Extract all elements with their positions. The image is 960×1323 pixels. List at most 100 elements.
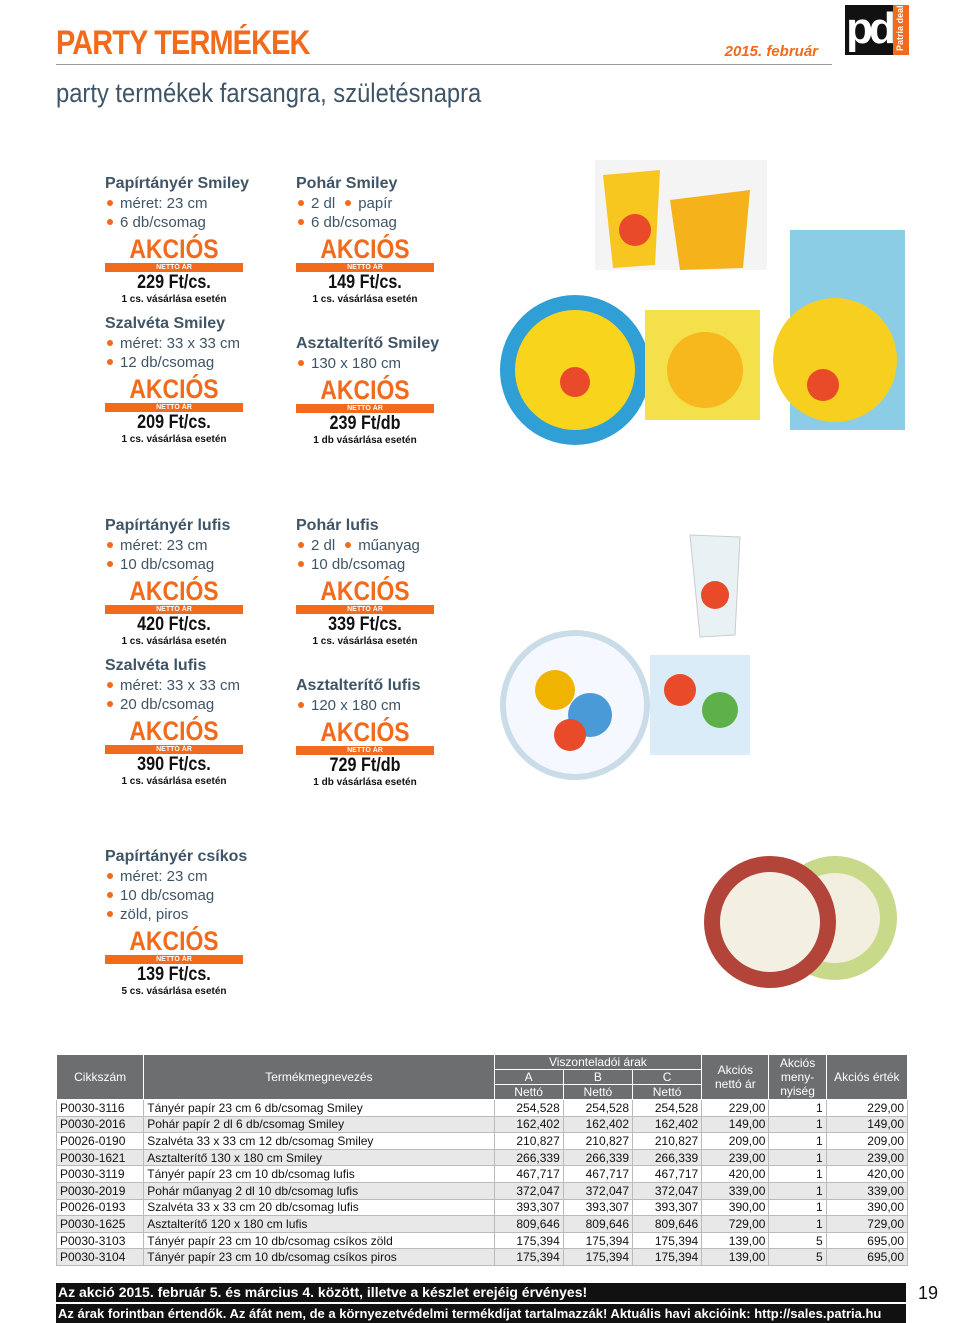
table-cell: 420,00 — [825, 1165, 909, 1183]
badge-label: AKCIÓS — [129, 234, 219, 264]
bullet: zöld, piros — [105, 906, 188, 923]
table-cell: P0030-2016 — [55, 1115, 145, 1134]
bullet-row: 20 db/csomag — [105, 696, 275, 715]
table-cell: 695,00 — [825, 1231, 909, 1250]
table-cell: 254,528 — [562, 1099, 634, 1117]
price: 239 Ft/db — [329, 413, 401, 434]
bullet: 130 x 180 cm — [296, 355, 401, 372]
bullet-row: 2 dl műanyag — [296, 537, 466, 556]
validity-note: Az akció 2015. február 5. és március 4. … — [56, 1283, 906, 1302]
badge-sub: NETTÓ ÁR — [105, 745, 243, 754]
table-cell: 239,00 — [825, 1148, 909, 1167]
balloon — [535, 670, 575, 710]
table-cell: 339,00 — [701, 1181, 770, 1200]
price-table: Cikkszám Termékmegnevezés Viszonteladói … — [55, 1054, 909, 1266]
price-col-header: A — [493, 1069, 564, 1085]
table-cell: 1 — [768, 1099, 827, 1117]
issue-date: 2015. február — [724, 43, 818, 60]
table-row: P0030-3104 Tányér papír 23 cm 10 db/csoma… — [55, 1248, 909, 1266]
table-cell: 254,528 — [631, 1099, 703, 1117]
logo-brand: Patria deal — [893, 5, 909, 55]
table-cell: 209,00 — [825, 1132, 909, 1150]
table-cell: 809,646 — [631, 1215, 703, 1233]
logo-brand-text: Patria deal — [895, 5, 905, 51]
balloon — [664, 674, 696, 706]
badge-label: AKCIÓS — [320, 717, 410, 747]
page-number: 19 — [918, 1283, 939, 1303]
table-cell: 1 — [768, 1132, 827, 1150]
price-col-sub: Nettó — [631, 1084, 703, 1100]
tablecloth-nose — [807, 369, 839, 401]
bullet: 2 dl — [296, 195, 335, 212]
table-cell: 162,402 — [493, 1115, 564, 1134]
bullet-row: 2 dl papír — [296, 195, 466, 214]
table-cell: 162,402 — [562, 1115, 634, 1134]
price-badge: AKCIÓS NETTÓ ÁR 229 Ft/cs. 1 cs. vásárlása … — [105, 236, 243, 306]
table-cell: 139,00 — [701, 1231, 770, 1250]
price-col-header: B — [562, 1069, 634, 1085]
table-cell: 1 — [768, 1165, 827, 1183]
table-cell: Tányér papír 23 cm 10 db/csomag csíkos z… — [143, 1231, 495, 1250]
bullet: méret: 33 x 33 cm — [105, 677, 240, 694]
balloon — [701, 581, 729, 609]
table-cell: 266,339 — [631, 1148, 703, 1167]
table-cell: 149,00 — [825, 1115, 909, 1134]
table-cell: 809,646 — [562, 1215, 634, 1233]
badge-sub: NETTÓ ÁR — [296, 404, 434, 413]
table-cell: Tányér papír 23 cm 10 db/csomag lufis — [143, 1165, 495, 1183]
header-rule — [56, 64, 832, 65]
price: 229 Ft/cs. — [137, 272, 211, 293]
product-name: Papírtányér csíkos — [105, 848, 248, 865]
badge-label: AKCIÓS — [129, 576, 219, 606]
price-col-header: C — [631, 1069, 703, 1085]
price-badge: AKCIÓS NETTÓ ÁR 209 Ft/cs. 1 cs. vásárlása … — [105, 376, 243, 446]
table-row: P0030-2016 Pohár papír 2 dl 6 db/csomag S… — [55, 1115, 909, 1134]
bullet: 10 db/csomag — [296, 556, 405, 573]
bullet-row: 10 db/csomag — [105, 887, 275, 906]
striped-plate-photo — [704, 856, 897, 988]
price-note: 1 cs. vásárlása esetén — [121, 294, 227, 305]
table-cell: 210,827 — [562, 1132, 634, 1150]
table-cell: 229,00 — [701, 1099, 770, 1117]
badge-label: AKCIÓS — [129, 926, 219, 956]
bullet: 6 db/csomag — [105, 214, 206, 231]
bullet-row: 130 x 180 cm — [296, 355, 466, 374]
table-cell: Tányér papír 23 cm 6 db/csomag Smiley — [143, 1099, 495, 1117]
price-badge: AKCIÓS NETTÓ ÁR 729 Ft/db 1 db vásárlása es… — [296, 719, 434, 789]
product: Papírtányér Smiley méret: 23 cm 6 db/csoma… — [105, 175, 275, 306]
badge-sub: NETTÓ ÁR — [105, 955, 243, 964]
balloon — [702, 692, 738, 728]
table-cell: 1 — [768, 1181, 827, 1200]
table-cell: 175,394 — [631, 1248, 703, 1266]
plate-red-center — [720, 872, 820, 972]
price: 209 Ft/cs. — [137, 412, 211, 433]
badge-label: AKCIÓS — [129, 374, 219, 404]
bullet: 120 x 180 cm — [296, 697, 401, 714]
napkin-face — [667, 332, 743, 408]
table-cell: 1 — [768, 1115, 827, 1134]
table-cell: 372,047 — [631, 1181, 703, 1200]
product: Pohár lufis 2 dl műanyag 10 db/csomag AKCIÓS… — [296, 517, 466, 648]
col-header: Akciós érték — [825, 1054, 909, 1100]
price-note: 5 cs. vásárlása esetén — [121, 986, 227, 997]
bullet: 10 db/csomag — [105, 887, 214, 904]
table-cell: 393,307 — [493, 1198, 564, 1217]
price-badge: AKCIÓS NETTÓ ÁR 239 Ft/db 1 db vásárlása es… — [296, 377, 434, 447]
price: 139 Ft/cs. — [137, 964, 211, 985]
table-row: P0026-0193 Szalvéta 33 x 33 cm 20 db/csom… — [55, 1198, 909, 1217]
badge-sub: NETTÓ ÁR — [105, 605, 243, 614]
bullet-row: 6 db/csomag — [296, 214, 466, 233]
bullet: méret: 23 cm — [105, 537, 208, 554]
bullet-row: 12 db/csomag — [105, 354, 275, 373]
badge-sub: NETTÓ ÁR — [296, 746, 434, 755]
bullet: 12 db/csomag — [105, 354, 214, 371]
table-cell: P0030-1625 — [55, 1215, 145, 1233]
product-name: Asztalterítő Smiley — [296, 335, 440, 352]
table-cell: Tányér papír 23 cm 10 db/csomag csíkos p… — [143, 1248, 495, 1266]
table-cell: P0026-0193 — [55, 1198, 145, 1217]
price: 339 Ft/cs. — [328, 614, 402, 635]
bullet: műanyag — [343, 537, 420, 554]
tablecloth-face — [773, 298, 897, 422]
price-badge: AKCIÓS NETTÓ ÁR 420 Ft/cs. 1 cs. vásárlása … — [105, 578, 243, 648]
